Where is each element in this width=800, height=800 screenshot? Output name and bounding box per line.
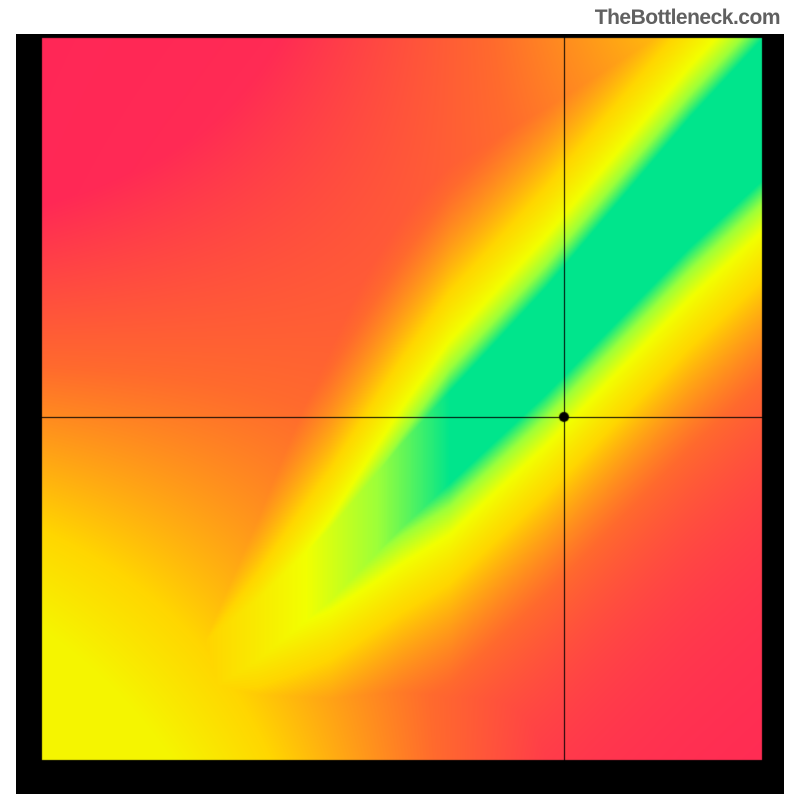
heatmap-canvas <box>16 34 784 794</box>
heatmap-chart <box>16 34 784 794</box>
watermark-text: TheBottleneck.com <box>595 6 780 30</box>
